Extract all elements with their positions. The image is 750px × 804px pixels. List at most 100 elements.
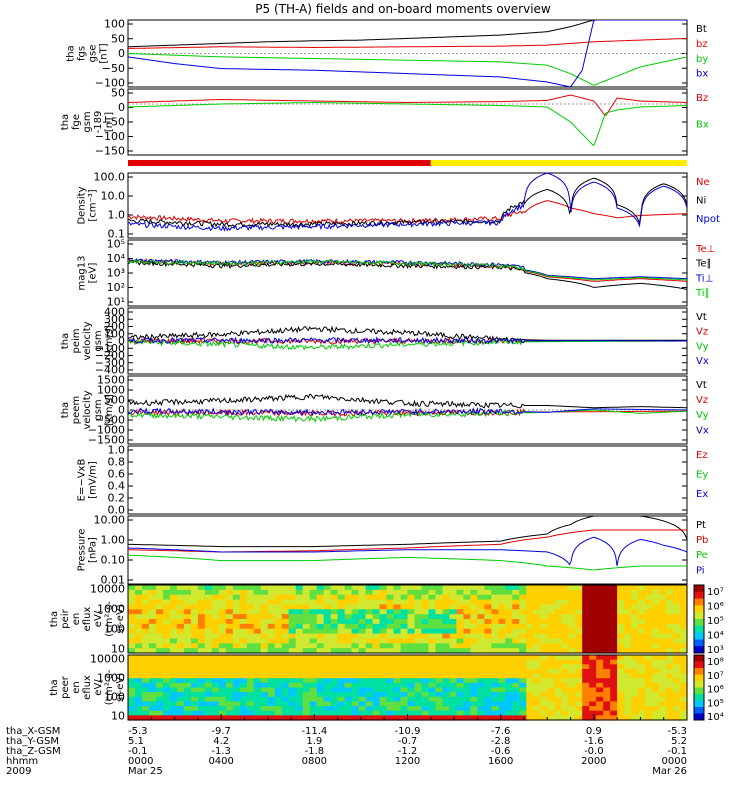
heatmap-cell	[393, 678, 402, 684]
heatmap-cell	[505, 585, 513, 591]
heatmap-cell	[463, 664, 471, 670]
heatmap-cell	[295, 715, 304, 721]
heatmap-cell	[148, 687, 157, 693]
heatmap-cell	[274, 664, 283, 670]
heatmap-cell	[526, 585, 534, 591]
heatmap-cell	[526, 633, 534, 640]
heatmap-cell	[232, 599, 241, 606]
heatmap-cell	[148, 678, 157, 684]
heatmap-cell	[302, 706, 311, 712]
heatmap-cell	[491, 692, 499, 698]
heatmap-cell	[652, 628, 660, 635]
heatmap-cell	[568, 648, 576, 654]
heatmap-cell	[603, 585, 611, 591]
heatmap-cell	[610, 609, 618, 615]
heatmap-cell	[379, 633, 388, 640]
heatmap-cell	[128, 623, 136, 630]
heatmap-cell	[582, 594, 590, 601]
heatmap-cell	[183, 638, 192, 644]
heatmap-cell	[638, 715, 646, 721]
heatmap-cell	[603, 668, 611, 675]
legend-Te⊥: Te⊥	[695, 244, 715, 255]
heatmap-cell	[337, 599, 346, 606]
heatmap-cell	[295, 633, 304, 640]
heatmap-cell	[554, 643, 562, 649]
colorbar-segment	[694, 700, 704, 708]
heatmap-cell	[372, 599, 381, 606]
heatmap-cell	[155, 585, 164, 591]
heatmap-cell	[498, 678, 506, 684]
heatmap-cell	[372, 715, 381, 721]
heatmap-cell	[190, 710, 199, 716]
heatmap-cell	[128, 589, 136, 596]
heatmap-cell	[540, 701, 548, 707]
heatmap-cell	[267, 678, 276, 684]
heatmap-cell	[295, 706, 304, 712]
heatmap-cell	[190, 643, 199, 649]
heatmap-cell	[435, 668, 444, 675]
heatmap-cell	[673, 701, 681, 707]
panel-frame	[127, 445, 688, 515]
xaxis-value: -1.2	[398, 746, 418, 757]
heatmap-cell	[435, 655, 444, 661]
heatmap-cell	[337, 701, 346, 707]
heatmap-cell	[407, 696, 416, 703]
heatmap-cell	[414, 638, 423, 644]
heatmap-cell	[512, 643, 520, 649]
heatmap-cell	[232, 638, 241, 644]
heatmap-cell	[330, 668, 339, 675]
y-axis-label-line: peer	[60, 675, 71, 699]
heatmap-cell	[617, 687, 625, 693]
heatmap-cell	[169, 655, 178, 661]
heatmap-cell	[414, 628, 423, 635]
heatmap-cell	[253, 619, 262, 625]
heatmap-cell	[575, 706, 583, 712]
heatmap-cell	[680, 701, 688, 707]
heatmap-cell	[323, 687, 332, 693]
heatmap-cell	[351, 619, 360, 625]
heatmap-cell	[624, 643, 632, 649]
heatmap-cell	[435, 682, 444, 689]
heatmap-cell	[442, 715, 451, 721]
heatmap-cell	[330, 687, 339, 693]
heatmap-cell	[323, 678, 332, 684]
heatmap-cell	[365, 701, 374, 707]
heatmap-cell	[575, 655, 583, 661]
heatmap-cell	[218, 710, 227, 716]
heatmap-cell	[428, 638, 437, 644]
heatmap-cell	[449, 659, 458, 665]
heatmap-cell	[246, 604, 255, 610]
heatmap-cell	[281, 594, 290, 601]
heatmap-cell	[575, 668, 583, 675]
heatmap-cell	[393, 623, 402, 630]
heatmap-cell	[533, 678, 541, 684]
heatmap-cell	[568, 682, 576, 689]
heatmap-cell	[407, 628, 416, 635]
heatmap-cell	[554, 589, 562, 596]
heatmap-cell	[610, 696, 618, 703]
heatmap-cell	[484, 594, 492, 601]
y-tick-label: 0.0	[108, 504, 126, 517]
heatmap-cell	[428, 706, 437, 712]
heatmap-cell	[372, 682, 381, 689]
heatmap-cell	[575, 692, 583, 698]
heatmap-cell	[421, 619, 430, 625]
heatmap-cell	[624, 628, 632, 635]
heatmap-cell	[470, 673, 478, 679]
heatmap-cell	[400, 648, 409, 654]
heatmap-cell	[589, 710, 597, 716]
heatmap-cell	[337, 655, 346, 661]
heatmap-cell	[596, 692, 604, 698]
heatmap-cell	[428, 599, 437, 606]
heatmap-cell	[155, 633, 164, 640]
heatmap-cell	[281, 682, 290, 689]
heatmap-cell	[617, 589, 625, 596]
heatmap-cell	[267, 628, 276, 635]
heatmap-cell	[407, 668, 416, 675]
heatmap-cell	[148, 594, 157, 601]
heatmap-cell	[253, 678, 262, 684]
heatmap-cell	[386, 594, 395, 601]
heatmap-cell	[414, 604, 423, 610]
heatmap-cell	[302, 599, 311, 606]
